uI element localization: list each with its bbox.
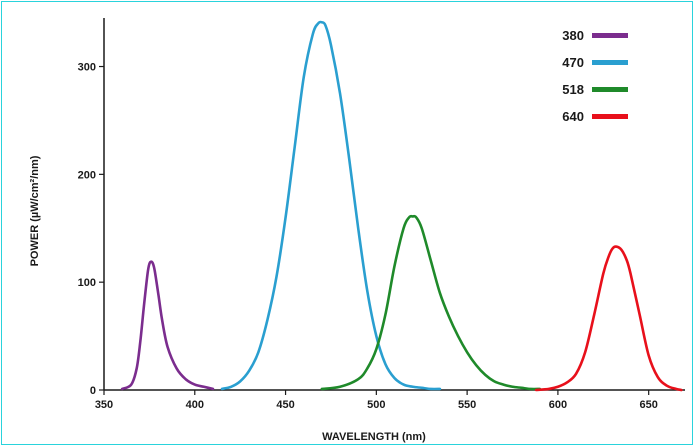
legend: 380 470 518 640: [562, 28, 628, 124]
y-axis-title: POWER (µW/cm²/nm): [29, 155, 41, 266]
y-tick-label: 200: [78, 169, 96, 181]
x-axis-title: WAVELENGTH (nm): [322, 431, 426, 443]
series-curves: [120, 20, 683, 392]
legend-label-380: 380: [562, 28, 584, 43]
x-tick-label: 650: [640, 399, 658, 411]
x-tick-label: 450: [276, 399, 294, 411]
legend-label-640: 640: [562, 109, 584, 124]
x-tick-label: 500: [367, 399, 385, 411]
y-tick-label: 300: [78, 62, 96, 74]
legend-swatch-380: [592, 33, 628, 38]
legend-swatch-518: [592, 87, 628, 92]
x-tick-label: 400: [186, 399, 204, 411]
series-line-380: [120, 260, 215, 391]
legend-label-470: 470: [562, 55, 584, 70]
x-tick-label: 350: [95, 399, 113, 411]
legend-swatch-640: [592, 114, 628, 119]
legend-label-518: 518: [562, 82, 584, 97]
y-tick-label: 100: [78, 277, 96, 289]
series-line-518: [320, 214, 542, 391]
series-line-470: [220, 20, 442, 391]
x-tick-label: 550: [458, 399, 476, 411]
y-tick-label: 0: [90, 385, 96, 397]
axes: 350 400 450 500 550 600 650 0 100 200 300: [78, 18, 685, 411]
legend-swatch-470: [592, 60, 628, 65]
series-line-640: [534, 245, 683, 392]
x-tick-label: 600: [549, 399, 567, 411]
